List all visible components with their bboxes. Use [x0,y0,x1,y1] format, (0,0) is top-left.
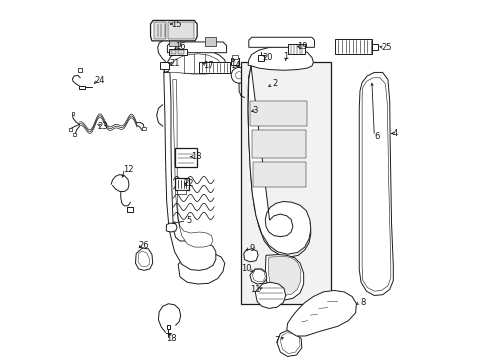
Text: 16: 16 [174,42,185,51]
Polygon shape [79,86,85,89]
Text: 14: 14 [230,61,240,70]
Text: 13: 13 [190,152,201,161]
Polygon shape [178,50,184,54]
Text: 26: 26 [139,241,149,250]
Polygon shape [253,162,305,187]
Polygon shape [126,207,133,212]
Polygon shape [286,291,356,336]
Polygon shape [72,112,74,115]
Text: 8: 8 [360,298,365,307]
Polygon shape [230,58,239,65]
Polygon shape [78,68,82,72]
Text: 18: 18 [165,334,176,343]
Polygon shape [160,62,169,69]
Polygon shape [168,22,193,40]
Text: 9: 9 [248,244,254,253]
Text: 5: 5 [186,216,191,225]
Polygon shape [241,62,330,304]
Polygon shape [69,129,72,131]
Text: 15: 15 [171,19,181,28]
Text: 2: 2 [272,80,277,89]
Polygon shape [168,54,222,74]
Text: 4: 4 [392,129,397,138]
Polygon shape [265,255,303,300]
Polygon shape [163,72,215,270]
Text: 3: 3 [252,105,257,114]
Polygon shape [251,130,305,158]
Polygon shape [150,21,197,41]
Polygon shape [135,248,152,270]
Polygon shape [178,252,224,284]
Polygon shape [244,249,258,262]
Polygon shape [359,72,392,296]
Polygon shape [174,178,188,190]
Text: 12: 12 [122,165,133,174]
Polygon shape [231,55,238,59]
Text: 25: 25 [380,43,390,52]
Polygon shape [267,256,300,296]
Polygon shape [255,282,285,309]
Polygon shape [163,49,225,74]
Polygon shape [287,44,304,54]
Polygon shape [142,127,145,130]
Polygon shape [154,22,166,40]
Polygon shape [276,330,301,356]
Text: 10: 10 [241,265,251,274]
Text: 20: 20 [262,53,272,62]
Polygon shape [371,44,377,50]
Polygon shape [198,62,230,73]
Text: 17: 17 [203,61,214,70]
Text: 23: 23 [97,122,108,131]
Polygon shape [172,80,212,247]
Text: 7: 7 [274,336,279,345]
Polygon shape [169,49,187,55]
Text: 11: 11 [249,285,260,294]
Polygon shape [167,325,169,329]
Text: 21: 21 [169,59,180,68]
Polygon shape [249,269,266,284]
Polygon shape [204,37,215,45]
Text: 24: 24 [94,76,104,85]
Text: 6: 6 [374,132,379,141]
Polygon shape [248,37,314,47]
Polygon shape [73,133,76,135]
Polygon shape [169,37,180,45]
Polygon shape [177,190,186,194]
Text: 19: 19 [296,42,306,51]
Polygon shape [167,42,226,53]
Polygon shape [247,46,313,70]
Polygon shape [250,101,306,126]
Polygon shape [258,55,264,61]
Polygon shape [166,223,177,232]
Text: 22: 22 [183,179,194,188]
Polygon shape [171,50,176,54]
Polygon shape [174,148,197,167]
Text: 1: 1 [283,53,288,62]
Polygon shape [247,65,310,254]
Polygon shape [334,40,371,54]
